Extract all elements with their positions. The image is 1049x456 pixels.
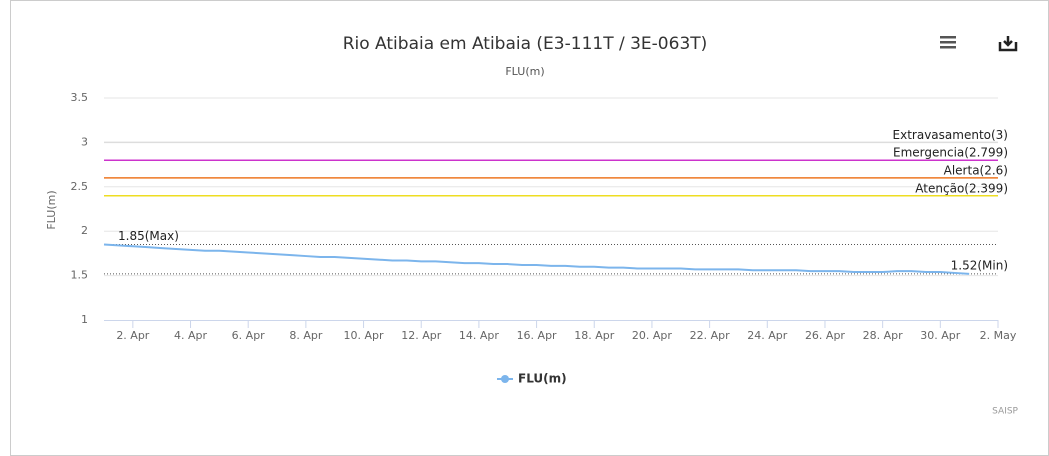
menu-button[interactable] [940, 36, 956, 49]
credits: SAISP [992, 407, 1018, 417]
x-tick-label: 4. Apr [174, 329, 207, 342]
annotation-label: 1.52(Min) [951, 258, 1008, 272]
plot-line-label: Extravasamento(3) [893, 128, 1008, 142]
annotation-label: 1.85(Max) [118, 229, 179, 243]
download-button[interactable] [998, 36, 1018, 52]
plot-line-label: Atenção(2.399) [915, 181, 1008, 195]
y-tick-label: 3.5 [71, 91, 89, 104]
chart-title: Rio Atibaia em Atibaia (E3-111T / 3E-063… [343, 34, 708, 54]
legend-marker [501, 375, 509, 383]
x-tick-label: 30. Apr [920, 329, 960, 342]
y-tick-label: 2 [81, 224, 88, 237]
x-tick-label: 18. Apr [574, 329, 614, 342]
x-tick-label: 24. Apr [747, 329, 787, 342]
plot-line-label: Emergencia(2.799) [893, 146, 1008, 160]
plot-line-label: Alerta(2.6) [944, 163, 1008, 177]
y-tick-label: 3 [81, 135, 88, 148]
x-tick-label: 10. Apr [344, 329, 384, 342]
x-tick-label: 22. Apr [690, 329, 730, 342]
y-tick-label: 2.5 [71, 180, 89, 193]
x-tick-label: 8. Apr [289, 329, 322, 342]
x-tick-label: 26. Apr [805, 329, 845, 342]
x-tick-label: 12. Apr [401, 329, 441, 342]
x-tick-label: 6. Apr [232, 329, 265, 342]
x-tick-label: 14. Apr [459, 329, 499, 342]
chart-subtitle: FLU(m) [505, 65, 544, 78]
x-tick-label: 28. Apr [863, 329, 903, 342]
y-tick-label: 1 [81, 313, 88, 326]
x-tick-label: 2. Apr [116, 329, 149, 342]
x-tick-label: 20. Apr [632, 329, 672, 342]
legend-label: FLU(m) [518, 372, 567, 386]
y-tick-label: 1.5 [71, 269, 89, 282]
series-line [103, 243, 970, 275]
x-tick-label: 2. May [980, 329, 1017, 342]
y-axis-label: FLU(m) [45, 190, 58, 229]
x-tick-label: 16. Apr [517, 329, 557, 342]
